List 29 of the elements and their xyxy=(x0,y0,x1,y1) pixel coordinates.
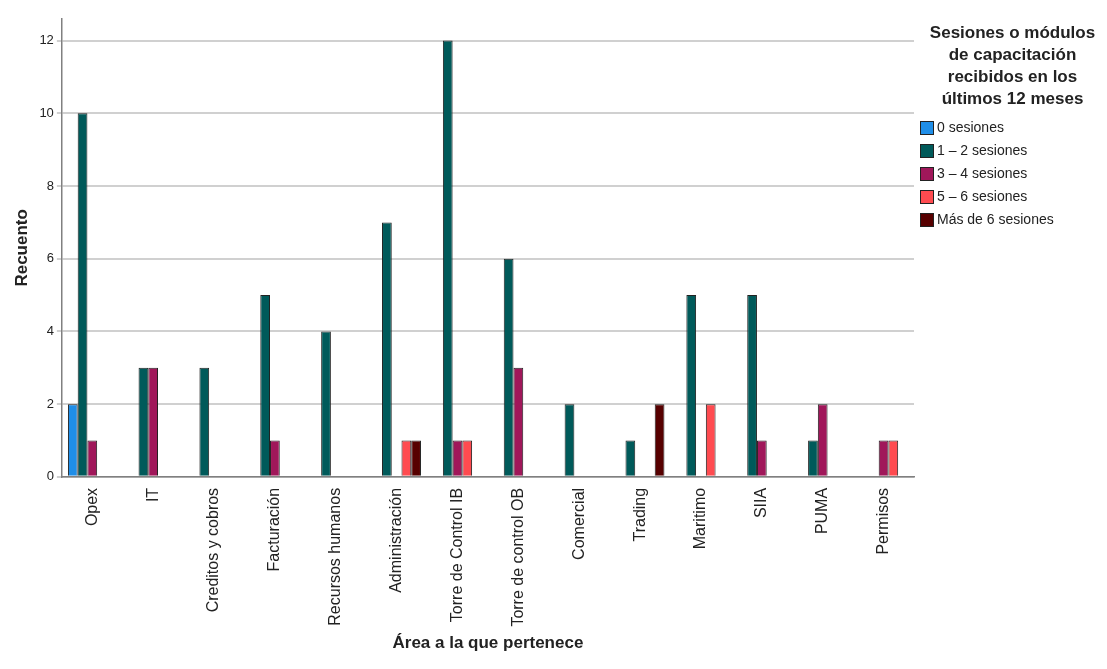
y-tick-label: 2 xyxy=(46,395,54,411)
legend-label: 0 sesiones xyxy=(937,118,1004,137)
legend-label: 3 – 4 sesiones xyxy=(937,164,1028,183)
x-tick-label: Facturación xyxy=(265,487,283,572)
legend-title: Sesiones o módulos de capacitación recibidos en los últimos 12 meses xyxy=(928,22,1097,110)
x-axis-title: Área a la que pertenece xyxy=(392,633,584,653)
legend-label: 5 – 6 sesiones xyxy=(937,187,1028,206)
x-tick-label: SIIA xyxy=(752,487,770,519)
x-tick-label: Recursos humanos xyxy=(326,487,344,626)
legend-label: Más de 6 sesiones xyxy=(937,210,1054,229)
x-tick-label: Permisos xyxy=(873,487,891,555)
x-tick-label: PUMA xyxy=(813,487,831,535)
x-tick-label: Comercial xyxy=(569,487,587,560)
legend-label: 1 – 2 sesiones xyxy=(937,141,1028,160)
x-tick-label: IT xyxy=(143,487,161,503)
y-tick-label: 0 xyxy=(46,468,54,484)
x-tick-label: Trading xyxy=(630,487,648,542)
x-tick-label: Creditos y cobros xyxy=(204,487,222,613)
x-tick-label: Maritimo xyxy=(691,487,709,550)
x-tick-label: Opex xyxy=(82,487,100,527)
x-tick-label: Torre de control OB xyxy=(508,487,526,627)
y-tick-label: 8 xyxy=(46,177,54,193)
y-axis-title: Recuento xyxy=(11,209,31,287)
x-tick-label: Torre de Control IB xyxy=(447,487,465,623)
y-tick-label: 4 xyxy=(46,323,54,339)
x-tick-label: Administración xyxy=(387,487,405,593)
y-tick-label: 10 xyxy=(39,104,54,120)
y-tick-label: 12 xyxy=(39,32,54,48)
y-tick-label: 6 xyxy=(46,250,54,266)
